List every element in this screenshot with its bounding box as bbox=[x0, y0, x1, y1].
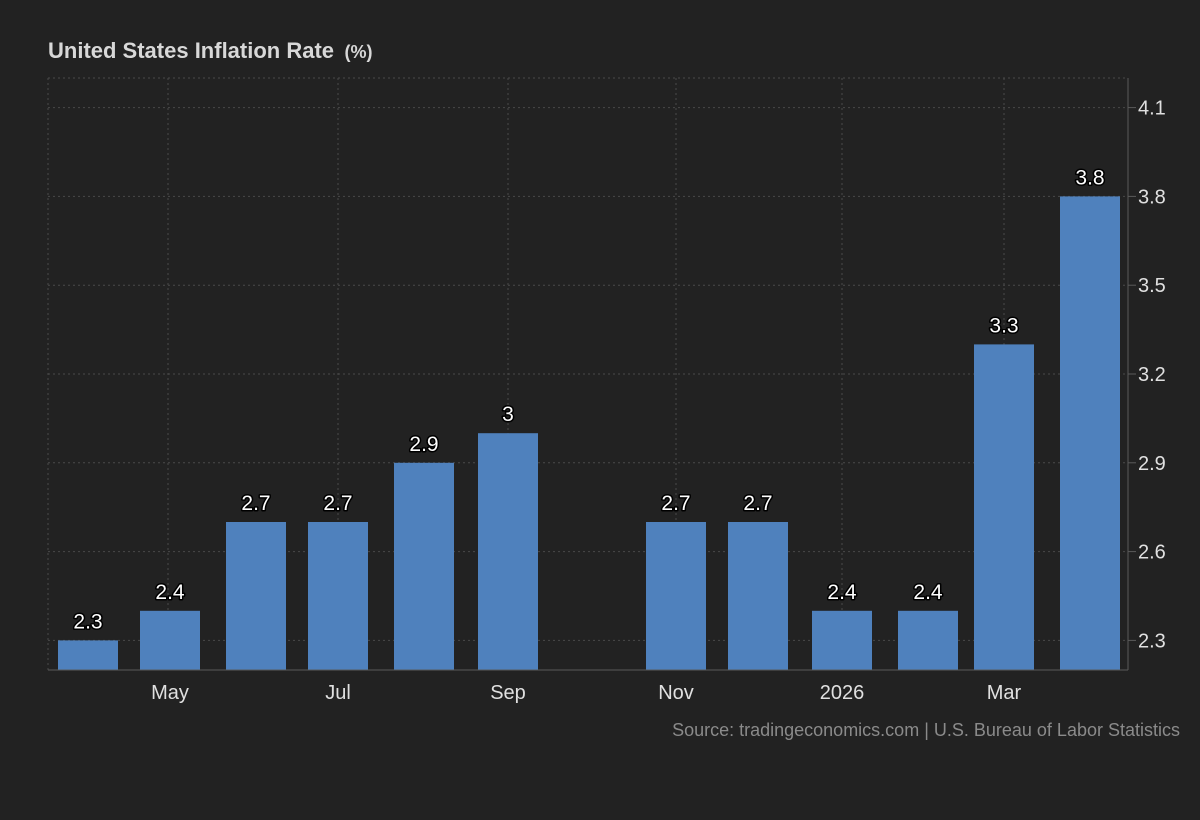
data-label: 3.8 bbox=[1075, 166, 1104, 189]
x-tick-label: Mar bbox=[987, 682, 1022, 704]
data-label: 2.7 bbox=[743, 492, 772, 515]
source-note: Source: tradingeconomics.com | U.S. Bure… bbox=[672, 720, 1180, 740]
data-label: 2.7 bbox=[241, 492, 270, 515]
bar bbox=[308, 522, 368, 670]
y-tick-label: 3.2 bbox=[1138, 364, 1166, 386]
data-label: 3 bbox=[502, 403, 514, 426]
data-label: 2.3 bbox=[73, 610, 102, 633]
chart-title-block: United States Inflation Rate (%) bbox=[48, 38, 373, 64]
data-label: 2.7 bbox=[323, 492, 352, 515]
data-label: 3.3 bbox=[989, 314, 1018, 337]
x-tick-label: Jul bbox=[325, 682, 351, 704]
y-tick-label: 3.5 bbox=[1138, 275, 1166, 297]
y-tick-label: 4.1 bbox=[1138, 98, 1166, 120]
y-tick-label: 3.8 bbox=[1138, 186, 1166, 208]
chart-title: United States Inflation Rate bbox=[48, 38, 335, 63]
bar bbox=[58, 640, 118, 670]
y-tick-label: 2.6 bbox=[1138, 542, 1166, 564]
bar bbox=[140, 610, 200, 670]
bar bbox=[478, 433, 538, 670]
data-label: 2.9 bbox=[409, 433, 438, 456]
data-label: 2.4 bbox=[827, 581, 857, 604]
bar bbox=[728, 522, 788, 670]
bar bbox=[646, 522, 706, 670]
x-tick-label: Sep bbox=[490, 682, 526, 704]
x-tick-label: 2026 bbox=[820, 682, 865, 704]
bar bbox=[974, 344, 1034, 670]
bar bbox=[898, 610, 958, 670]
x-tick-label: May bbox=[151, 682, 189, 704]
x-tick-label: Nov bbox=[658, 682, 694, 704]
y-tick-label: 2.9 bbox=[1138, 453, 1166, 475]
data-label: 2.4 bbox=[913, 581, 943, 604]
y-tick-label: 2.3 bbox=[1138, 630, 1166, 652]
bar bbox=[812, 610, 872, 670]
data-label: 2.4 bbox=[155, 581, 185, 604]
chart-unit: (%) bbox=[344, 42, 373, 62]
data-label: 2.7 bbox=[661, 492, 690, 515]
bar bbox=[1060, 196, 1120, 670]
bar bbox=[394, 462, 454, 670]
bar bbox=[226, 522, 286, 670]
